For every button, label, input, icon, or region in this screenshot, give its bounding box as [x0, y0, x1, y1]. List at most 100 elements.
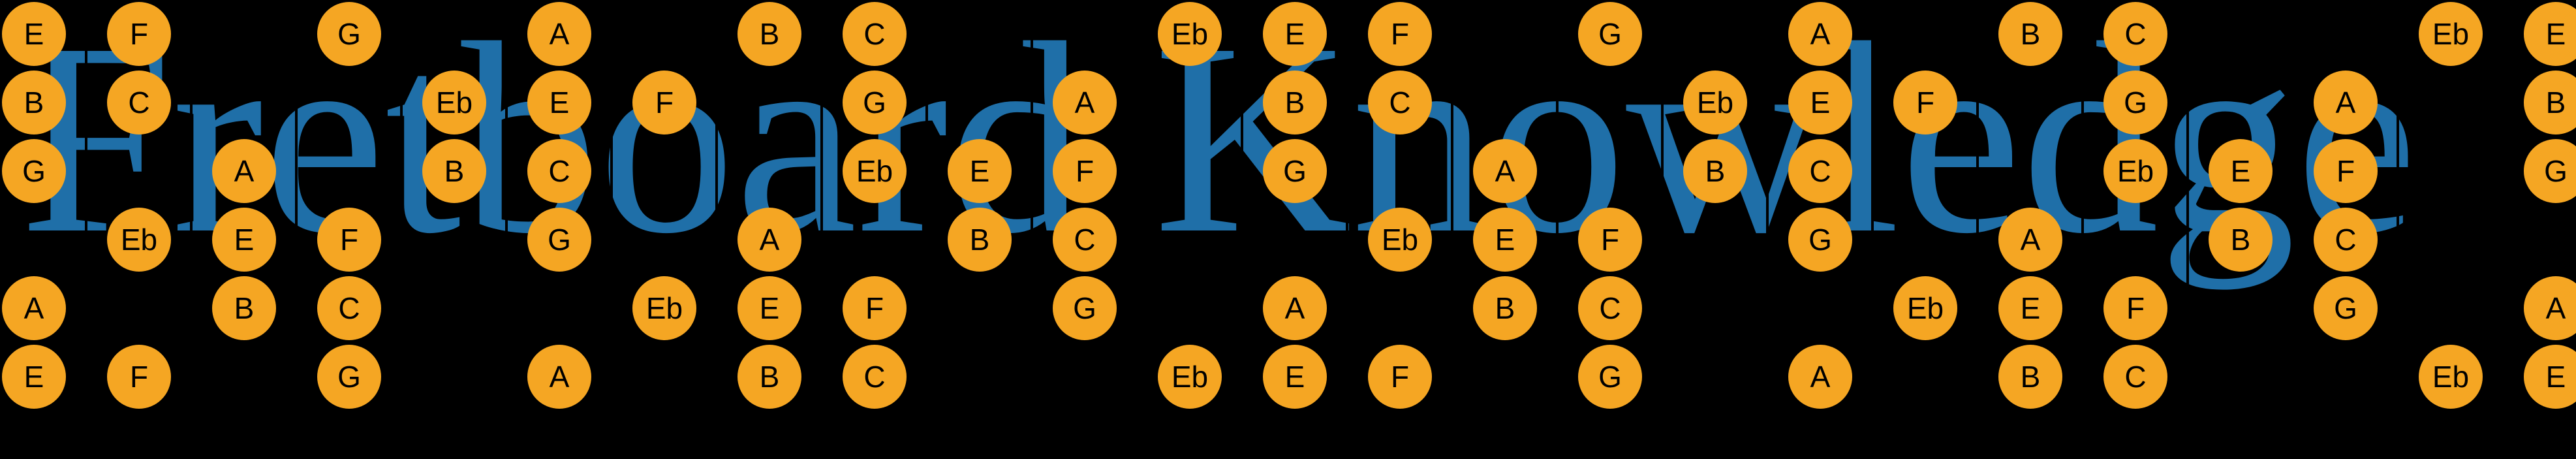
note-marker: B	[2209, 208, 2273, 272]
note-marker: C	[1578, 276, 1642, 340]
note-marker: E	[2, 345, 66, 409]
fret-line	[1451, 0, 1453, 459]
note-marker: Eb	[1158, 2, 1222, 66]
note-marker: F	[843, 276, 907, 340]
note-marker: B	[1683, 139, 1747, 203]
fret-line	[1976, 0, 1979, 459]
fret-line	[1136, 0, 1138, 459]
fret-line	[1766, 0, 1769, 459]
note-marker: F	[1368, 2, 1432, 66]
note-marker: B	[1998, 345, 2062, 409]
fret-line	[2186, 0, 2189, 459]
note-marker: A	[1473, 139, 1537, 203]
note-marker: G	[1578, 345, 1642, 409]
note-marker: E	[1473, 208, 1537, 272]
note-marker: C	[2103, 345, 2167, 409]
note-marker: E	[1263, 345, 1327, 409]
note-marker: B	[1473, 276, 1537, 340]
note-marker: C	[2103, 2, 2167, 66]
note-marker: B	[2, 71, 66, 135]
fret-line	[1556, 0, 1559, 459]
note-marker: E	[1788, 71, 1852, 135]
note-marker: A	[212, 139, 276, 203]
fret-line	[715, 0, 718, 459]
note-marker: A	[1998, 208, 2062, 272]
note-marker: C	[527, 139, 591, 203]
note-marker: A	[737, 208, 801, 272]
note-marker: E	[737, 276, 801, 340]
fret-line	[925, 0, 928, 459]
note-marker: A	[1263, 276, 1327, 340]
note-marker: F	[107, 2, 171, 66]
note-marker: G	[2, 139, 66, 203]
note-marker: B	[1263, 71, 1327, 135]
fret-line	[1871, 0, 1874, 459]
note-marker: A	[1788, 2, 1852, 66]
note-marker: E	[1998, 276, 2062, 340]
note-marker: Eb	[422, 71, 486, 135]
fret-line	[2081, 0, 2084, 459]
note-marker: A	[2, 276, 66, 340]
note-marker: F	[2314, 139, 2378, 203]
fret-line	[820, 0, 823, 459]
note-marker: E	[2524, 345, 2576, 409]
note-marker: F	[107, 345, 171, 409]
note-marker: Eb	[2103, 139, 2167, 203]
note-marker: E	[527, 71, 591, 135]
note-marker: C	[107, 71, 171, 135]
note-marker: Eb	[2419, 345, 2483, 409]
note-marker: A	[1053, 71, 1117, 135]
note-marker: G	[1263, 139, 1327, 203]
note-marker: Eb	[1368, 208, 1432, 272]
note-marker: Eb	[632, 276, 696, 340]
note-marker: A	[527, 345, 591, 409]
note-marker: E	[2524, 2, 2576, 66]
note-marker: B	[737, 345, 801, 409]
note-marker: E	[2209, 139, 2273, 203]
note-marker: G	[317, 345, 381, 409]
note-marker: Eb	[843, 139, 907, 203]
note-marker: E	[212, 208, 276, 272]
note-marker: C	[843, 345, 907, 409]
fret-line	[1661, 0, 1664, 459]
note-marker: F	[317, 208, 381, 272]
note-marker: C	[1368, 71, 1432, 135]
note-marker: F	[1578, 208, 1642, 272]
note-marker: G	[2314, 276, 2378, 340]
note-marker: C	[2314, 208, 2378, 272]
note-marker: Eb	[1683, 71, 1747, 135]
fret-line	[190, 0, 193, 459]
note-marker: A	[1788, 345, 1852, 409]
fret-line	[1031, 0, 1033, 459]
fret-line	[505, 0, 508, 459]
note-marker: B	[948, 208, 1012, 272]
note-marker: C	[843, 2, 907, 66]
note-marker: G	[2103, 71, 2167, 135]
note-marker: F	[632, 71, 696, 135]
note-marker: B	[422, 139, 486, 203]
note-marker: F	[1053, 139, 1117, 203]
note-marker: C	[1053, 208, 1117, 272]
note-marker: F	[2103, 276, 2167, 340]
note-marker: G	[1578, 2, 1642, 66]
fret-line	[2397, 0, 2399, 459]
note-marker: C	[1788, 139, 1852, 203]
note-marker: E	[1263, 2, 1327, 66]
note-marker: G	[317, 2, 381, 66]
note-marker: B	[2524, 71, 2576, 135]
note-marker: G	[527, 208, 591, 272]
note-marker: B	[1998, 2, 2062, 66]
note-marker: B	[737, 2, 801, 66]
note-marker: G	[843, 71, 907, 135]
note-marker: Eb	[2419, 2, 2483, 66]
note-marker: G	[1788, 208, 1852, 272]
fret-line	[295, 0, 298, 459]
note-marker: E	[948, 139, 1012, 203]
note-marker: F	[1893, 71, 1957, 135]
fret-line	[400, 0, 403, 459]
note-marker: A	[2314, 71, 2378, 135]
note-marker: E	[2, 2, 66, 66]
note-marker: A	[2524, 276, 2576, 340]
fret-line	[85, 0, 87, 459]
note-marker: F	[1368, 345, 1432, 409]
